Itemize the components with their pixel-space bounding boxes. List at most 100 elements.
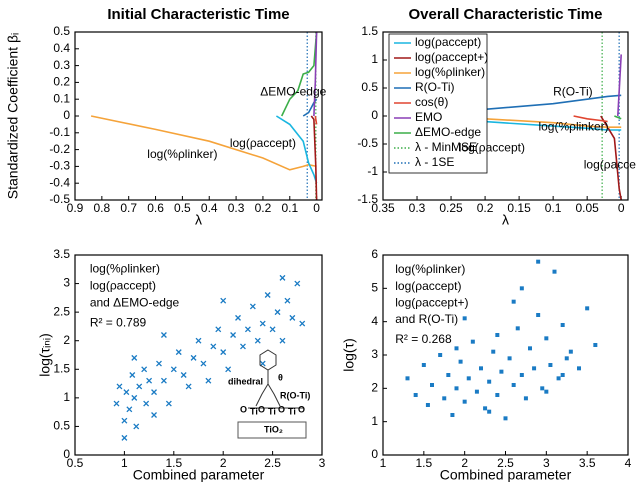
point	[240, 343, 246, 350]
y-tick-label: 1	[371, 414, 378, 428]
point	[249, 303, 256, 310]
x-axis-label: λ	[195, 212, 202, 228]
x-tick-label: 2	[220, 456, 227, 470]
point	[483, 406, 488, 411]
point	[487, 409, 492, 414]
x-tick-label: 3	[319, 456, 326, 470]
line	[614, 115, 622, 120]
point	[220, 297, 227, 304]
point	[235, 314, 241, 321]
inset-label: TiO₂	[264, 424, 283, 434]
y-tick-label: 4	[371, 314, 378, 328]
point	[556, 376, 561, 381]
annotation: log(ρaccept)	[230, 136, 296, 150]
point	[269, 326, 276, 333]
annotation: log(%ρlinker)	[538, 119, 608, 133]
point	[470, 339, 475, 344]
point	[141, 366, 148, 373]
point	[131, 354, 138, 361]
x-tick-label: 0.4	[201, 201, 218, 215]
x-tick-label: 0.1	[281, 201, 298, 215]
point	[577, 366, 581, 371]
x-tick-label: 1	[380, 456, 387, 470]
point	[544, 336, 549, 341]
y-tick-label: 1	[63, 390, 70, 404]
point	[190, 354, 197, 361]
y-tick-label: 1.5	[361, 24, 378, 38]
inset-label: Ti	[268, 406, 276, 416]
annotation: R² = 0.268	[395, 332, 452, 346]
point	[175, 349, 182, 356]
plot-frame	[74, 31, 323, 201]
point	[123, 389, 130, 396]
x-tick-label: 1	[121, 456, 128, 470]
point	[151, 389, 157, 396]
plot-frame	[74, 254, 323, 456]
point	[230, 332, 237, 338]
legend-label: log(ρaccept+)	[415, 50, 488, 64]
point	[430, 383, 434, 387]
point	[215, 326, 222, 333]
x-tick-label: 0.05	[575, 201, 599, 215]
point	[438, 353, 443, 357]
inset-label: O	[240, 404, 247, 414]
y-tick-label: 0	[371, 447, 378, 461]
point	[425, 403, 430, 407]
inset-label: Ti	[250, 406, 258, 416]
point	[499, 369, 504, 374]
x-tick-label: 2.5	[497, 456, 514, 470]
plot-area	[405, 259, 598, 421]
inset-label: dihedral	[228, 376, 263, 386]
x-tick-label: 4	[625, 456, 632, 470]
annotation: and R(O-Ti)	[395, 312, 458, 326]
y-tick-label: 0.5	[53, 24, 70, 38]
y-tick-label: 2.5	[53, 304, 70, 318]
y-tick-label: 0.1	[53, 91, 70, 105]
point	[274, 309, 281, 316]
annotation: log(ρaccept)	[90, 279, 156, 293]
y-tick-label: 6	[371, 247, 378, 261]
y-tick-label: -1.5	[357, 192, 378, 206]
point	[195, 337, 202, 344]
legend-label: cos(θ)	[415, 95, 448, 109]
y-tick-label: 3.5	[53, 247, 70, 261]
point	[225, 366, 232, 373]
point	[560, 323, 565, 327]
y-tick-label: -0.4	[49, 175, 70, 189]
annotation: R(O-Ti)	[553, 85, 593, 99]
point	[160, 332, 167, 338]
y-tick-label: 2	[63, 333, 70, 347]
point	[279, 337, 286, 344]
y-tick-label: -0.5	[357, 136, 378, 150]
point	[259, 320, 266, 327]
point	[121, 417, 128, 424]
x-tick-label: 3	[543, 456, 550, 470]
annotation: log(%ρlinker)	[147, 147, 217, 161]
legend-label: λ - MinMSE	[415, 140, 477, 154]
point	[462, 399, 467, 404]
y-tick-label: 5	[371, 281, 378, 295]
point	[205, 377, 212, 384]
point	[244, 326, 251, 333]
y-axis-label: Standardized Coefficient βᵢ	[5, 33, 21, 199]
plot-area	[113, 274, 306, 441]
point	[129, 372, 136, 378]
inset-label: θ	[278, 372, 283, 382]
panel-title: Overall Characteristic Time	[409, 6, 603, 23]
point	[156, 360, 162, 367]
line	[90, 115, 317, 171]
point	[487, 379, 492, 384]
point	[568, 349, 573, 354]
annotation: log(ρaccept)	[459, 141, 525, 155]
legend-label: log(%ρlinker)	[415, 65, 485, 79]
point	[479, 366, 483, 371]
y-tick-label: 1.5	[53, 361, 70, 375]
y-tick-label: 0.4	[53, 41, 70, 55]
point	[160, 377, 167, 384]
point	[528, 346, 532, 351]
y-tick-label: -0.2	[49, 142, 70, 156]
y-tick-label: 0	[371, 108, 378, 122]
bonds	[248, 370, 304, 409]
point	[560, 373, 565, 377]
